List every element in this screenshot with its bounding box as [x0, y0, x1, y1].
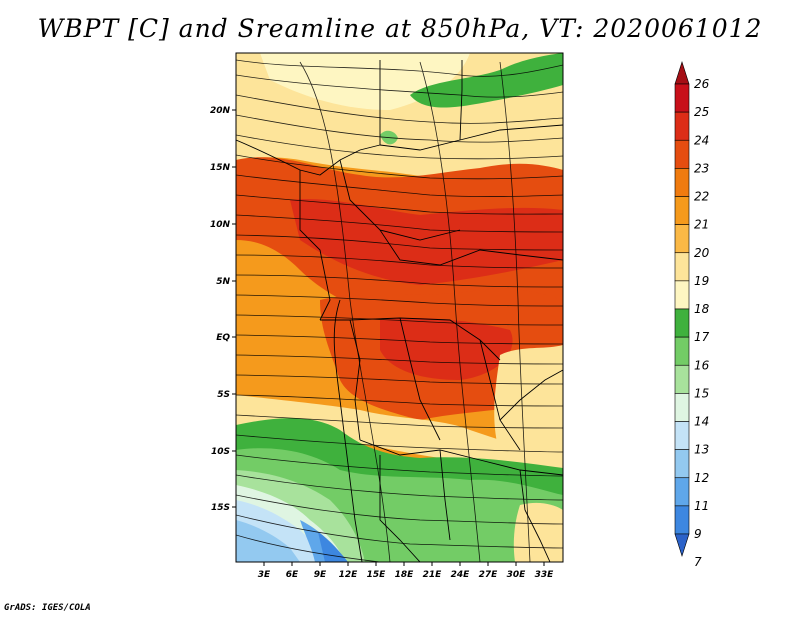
colorbar-label: 24 — [694, 133, 709, 147]
colorbar-label: 15 — [694, 386, 709, 400]
colorbar-label: 22 — [694, 190, 709, 204]
lat-label: EQ — [216, 333, 230, 343]
lat-label: 5S — [217, 390, 230, 400]
colorbar-label: 26 — [694, 77, 710, 91]
lat-label: 10S — [211, 447, 230, 457]
colorbar-swatch — [674, 61, 690, 85]
lon-label: 6E — [286, 570, 299, 580]
colorbar-swatch — [674, 224, 690, 254]
colorbar-swatch — [674, 168, 690, 197]
lon-label: 27E — [479, 570, 499, 580]
colorbar-label: 14 — [694, 415, 709, 429]
colorbar-swatch — [674, 139, 690, 169]
colorbar-label: 25 — [694, 105, 709, 119]
latitude-axis: 20N 15N 10N 5N EQ 5S 10S 15S — [210, 106, 236, 513]
lon-label: 24E — [451, 570, 471, 580]
colorbar-label: 18 — [694, 302, 710, 316]
credit-label: GrADS: IGES/COLA — [4, 603, 91, 613]
colorbar-swatch — [674, 393, 690, 422]
colorbar: 26 25 24 23 22 21 20 19 18 17 16 15 14 13 12 11 9 7 — [674, 61, 710, 569]
lon-label: 21E — [423, 570, 443, 580]
colorbar-swatch — [674, 111, 690, 141]
colorbar-label: 23 — [694, 161, 709, 175]
lat-label: 10N — [210, 220, 231, 230]
lat-label: 20N — [210, 106, 231, 116]
colorbar-swatch — [674, 280, 690, 310]
colorbar-swatch — [674, 449, 690, 479]
colorbar-label: 16 — [694, 358, 710, 372]
colorbar-label: 19 — [694, 274, 709, 288]
colorbar-label: 20 — [694, 246, 710, 260]
colorbar-swatch — [674, 364, 690, 394]
colorbar-label: 21 — [694, 218, 709, 232]
colorbar-label: 7 — [694, 555, 702, 569]
map-area — [236, 53, 563, 562]
colorbar-swatch — [674, 421, 690, 450]
lon-label: 9E — [314, 570, 327, 580]
lon-label: 30E — [507, 570, 527, 580]
longitude-axis: 3E 6E 9E 12E 15E 18E 21E 24E 27E 30E 33E — [258, 562, 554, 580]
colorbar-label: 17 — [694, 330, 710, 344]
colorbar-swatch — [674, 252, 690, 282]
colorbar-swatch — [674, 308, 690, 338]
lon-label: 33E — [535, 570, 555, 580]
colorbar-swatch — [674, 83, 690, 113]
chart-title: WBPT [C] and Sreamline at 850hPa, VT: 20… — [37, 14, 763, 43]
lat-label: 15S — [211, 503, 230, 513]
colorbar-swatch — [674, 477, 690, 507]
lat-label: 15N — [210, 163, 231, 173]
lat-label: 5N — [216, 277, 230, 287]
lon-label: 3E — [258, 570, 271, 580]
lon-label: 15E — [367, 570, 387, 580]
colorbar-label: 12 — [694, 471, 709, 485]
colorbar-swatch — [674, 196, 690, 225]
colorbar-swatch — [674, 336, 690, 366]
colorbar-swatch — [674, 505, 690, 535]
colorbar-label: 13 — [694, 443, 709, 457]
colorbar-swatch — [674, 533, 690, 557]
lon-label: 18E — [395, 570, 415, 580]
colorbar-label: 9 — [694, 527, 702, 541]
lon-label: 12E — [339, 570, 359, 580]
colorbar-label: 11 — [694, 499, 709, 513]
